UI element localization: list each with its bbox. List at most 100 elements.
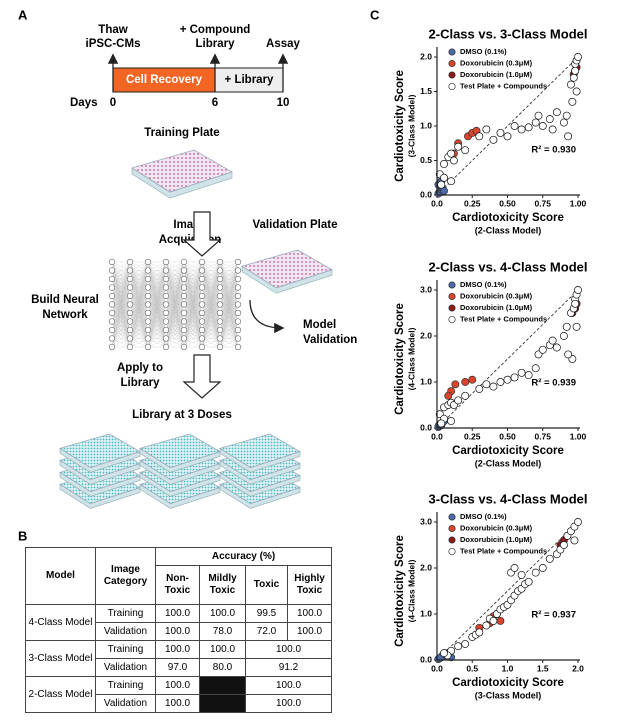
table-row: 3-Class Model Training 100.0 100.0 100.0 bbox=[25, 640, 333, 677]
network-edge bbox=[147, 261, 167, 331]
network-edge bbox=[165, 278, 185, 348]
network-edge bbox=[219, 261, 239, 348]
network-edge bbox=[147, 338, 167, 348]
data-point bbox=[440, 159, 448, 168]
network-edge bbox=[111, 261, 131, 305]
data-point bbox=[454, 642, 463, 651]
network-node bbox=[216, 292, 224, 300]
network-edge bbox=[129, 304, 149, 348]
network-node bbox=[234, 335, 242, 342]
network-node bbox=[234, 326, 242, 334]
data-point bbox=[574, 53, 582, 61]
network-node bbox=[162, 284, 170, 291]
y-axis-sublabel: (4-Class Model) bbox=[406, 559, 416, 622]
x-tick-label: 1.5 bbox=[537, 663, 549, 673]
network-node bbox=[180, 301, 188, 308]
network-edge bbox=[147, 261, 167, 271]
network-edge bbox=[147, 321, 167, 348]
network-edge bbox=[165, 312, 185, 348]
network-node bbox=[162, 343, 170, 351]
network-node bbox=[108, 301, 116, 308]
legend-label: Doxorubicin (0.3μM) bbox=[460, 523, 533, 532]
value-cell: 91.2 bbox=[244, 658, 333, 677]
step-label: Library at 3 Doses bbox=[132, 409, 232, 421]
network-edge bbox=[147, 261, 167, 288]
network-edge bbox=[201, 261, 221, 288]
annotation: R² = 0.937 bbox=[531, 610, 576, 621]
y-axis-sublabel: (3-Class Model) bbox=[406, 94, 416, 157]
network-edge bbox=[129, 270, 149, 348]
network-node bbox=[162, 292, 170, 300]
day-label: 6 bbox=[212, 97, 218, 109]
network-node bbox=[198, 284, 206, 291]
x-axis-sublabel: (2-Class Model) bbox=[475, 225, 542, 235]
network-edge bbox=[183, 261, 203, 305]
step-label: Build Neural bbox=[31, 294, 99, 306]
network-edge bbox=[165, 321, 185, 348]
category-cell: Training bbox=[95, 640, 156, 659]
value-cell: 100.0 bbox=[155, 604, 200, 623]
y-tick-label: 0.5 bbox=[420, 155, 432, 165]
network-edge bbox=[129, 261, 149, 322]
data-point bbox=[517, 368, 526, 377]
network-node bbox=[234, 343, 242, 351]
annotation: R² = 0.930 bbox=[531, 145, 576, 156]
network-node bbox=[198, 301, 206, 308]
plate-top bbox=[241, 249, 333, 289]
x-tick-label: 1.00 bbox=[570, 198, 587, 208]
network-edge bbox=[111, 261, 131, 271]
fit-line bbox=[436, 289, 579, 429]
network-node bbox=[180, 343, 188, 351]
value-cell: 100.0 bbox=[244, 676, 333, 695]
data-point bbox=[574, 518, 582, 526]
network-node bbox=[180, 309, 188, 317]
data-point bbox=[475, 132, 484, 141]
network-edge bbox=[219, 261, 239, 322]
data-point bbox=[545, 554, 554, 563]
network-node bbox=[126, 258, 134, 266]
network-node bbox=[234, 318, 242, 325]
data-point bbox=[572, 322, 581, 331]
network-edge bbox=[201, 287, 221, 348]
legend-marker bbox=[448, 71, 456, 79]
data-point bbox=[475, 628, 484, 637]
network-edge bbox=[201, 270, 221, 348]
data-point bbox=[454, 142, 463, 151]
data-point bbox=[447, 149, 456, 158]
network-node bbox=[198, 309, 206, 317]
y-tick-label: 0.0 bbox=[420, 189, 432, 199]
value-cell: 100.0 bbox=[155, 694, 200, 713]
fit-line bbox=[436, 521, 579, 661]
legend-marker bbox=[448, 315, 456, 324]
data-point bbox=[531, 568, 540, 577]
data-point bbox=[475, 384, 484, 393]
network-edge bbox=[183, 312, 203, 348]
data-point bbox=[538, 122, 547, 130]
network-node bbox=[108, 335, 116, 342]
data-point bbox=[496, 378, 505, 386]
network-edge bbox=[111, 312, 131, 348]
header-cell: Model bbox=[25, 547, 96, 605]
value-cell: 100.0 bbox=[286, 622, 333, 641]
y-tick-label: 1.0 bbox=[420, 608, 432, 618]
data-point bbox=[503, 132, 512, 141]
network-edge bbox=[219, 338, 239, 348]
legend-marker bbox=[448, 82, 456, 91]
data-point bbox=[437, 180, 446, 189]
data-point bbox=[444, 391, 453, 400]
network-edge bbox=[111, 287, 131, 348]
data-point bbox=[559, 118, 568, 127]
network-node bbox=[162, 301, 170, 308]
value-cell: 100.0 bbox=[244, 694, 333, 713]
data-point bbox=[482, 125, 491, 134]
network-node bbox=[234, 284, 242, 291]
data-point bbox=[503, 375, 512, 384]
phase-label: Cell Recovery bbox=[126, 74, 203, 86]
x-tick-label: 0.25 bbox=[464, 198, 481, 208]
network-edge bbox=[147, 287, 167, 348]
model-cell: 3-Class Model bbox=[25, 640, 96, 677]
x-axis-sublabel: (3-Class Model) bbox=[475, 690, 542, 700]
network-node bbox=[108, 292, 116, 300]
network-node bbox=[180, 267, 188, 274]
data-point bbox=[571, 66, 580, 75]
